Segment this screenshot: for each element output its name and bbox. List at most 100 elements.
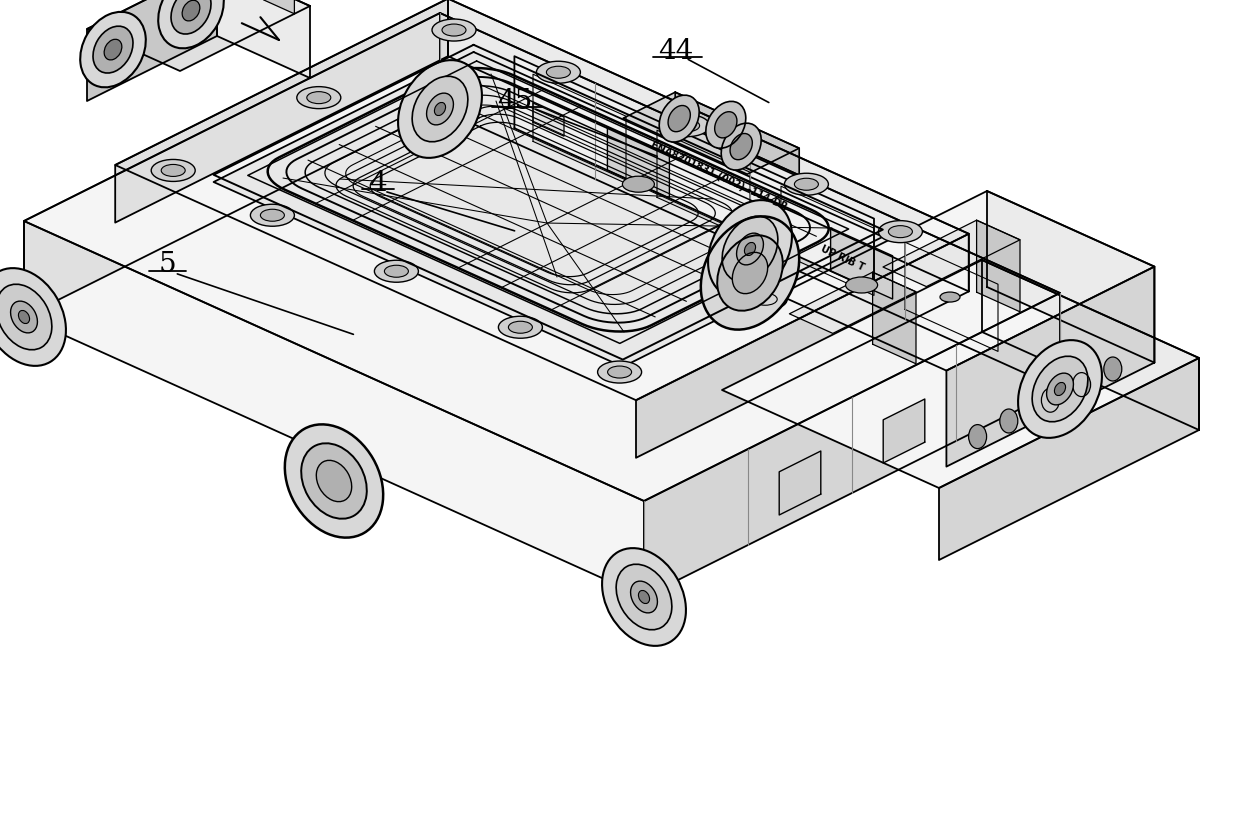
Ellipse shape [708,201,792,299]
Ellipse shape [737,234,764,265]
Polygon shape [24,14,1060,501]
Ellipse shape [940,293,960,303]
Ellipse shape [743,289,787,311]
Ellipse shape [722,217,777,283]
Ellipse shape [537,62,580,84]
Ellipse shape [498,317,542,339]
Ellipse shape [441,25,466,37]
Ellipse shape [151,160,195,182]
Ellipse shape [0,269,66,366]
Ellipse shape [412,77,467,142]
Ellipse shape [19,311,30,324]
Ellipse shape [1054,383,1065,396]
Ellipse shape [722,124,761,171]
Polygon shape [115,0,448,223]
Ellipse shape [999,409,1018,433]
Polygon shape [115,0,968,401]
Polygon shape [533,104,564,137]
Polygon shape [977,221,1021,313]
Ellipse shape [846,278,878,294]
Polygon shape [217,0,310,79]
Text: 5: 5 [159,251,176,278]
Ellipse shape [888,227,913,238]
Ellipse shape [161,165,185,177]
Ellipse shape [785,174,828,196]
Polygon shape [781,187,874,296]
Ellipse shape [1047,374,1074,405]
Ellipse shape [666,116,709,137]
Polygon shape [939,359,1199,561]
Polygon shape [831,228,893,299]
Ellipse shape [668,107,691,132]
Polygon shape [946,267,1154,467]
Ellipse shape [1032,356,1087,423]
Ellipse shape [744,243,755,256]
Ellipse shape [0,284,52,351]
Polygon shape [24,222,644,597]
Ellipse shape [631,581,657,613]
Ellipse shape [1018,341,1102,438]
Text: 44: 44 [658,38,693,65]
Ellipse shape [639,590,650,604]
Ellipse shape [676,121,699,132]
Polygon shape [213,53,883,367]
Ellipse shape [434,103,445,117]
Ellipse shape [159,0,223,50]
Ellipse shape [11,302,37,333]
Ellipse shape [316,461,352,502]
Ellipse shape [427,94,454,126]
Ellipse shape [547,67,570,79]
Polygon shape [515,57,874,291]
Ellipse shape [660,96,699,143]
Ellipse shape [260,210,284,222]
Polygon shape [636,235,968,458]
Ellipse shape [93,27,133,74]
Polygon shape [644,294,1060,597]
Ellipse shape [508,322,532,334]
Ellipse shape [384,266,408,278]
Polygon shape [987,192,1154,363]
Polygon shape [87,0,310,72]
Polygon shape [905,243,998,352]
Ellipse shape [171,0,211,35]
Text: UP RIB T: UP RIB T [820,244,867,273]
Ellipse shape [104,41,122,61]
Ellipse shape [306,93,331,104]
Polygon shape [779,192,1154,371]
Ellipse shape [878,222,923,243]
Polygon shape [883,399,925,463]
Ellipse shape [182,2,200,22]
Ellipse shape [753,294,777,306]
Ellipse shape [701,218,800,330]
Ellipse shape [706,103,745,149]
Ellipse shape [432,20,476,42]
Ellipse shape [598,361,641,384]
Polygon shape [608,128,670,199]
Polygon shape [624,93,800,175]
Polygon shape [873,273,916,365]
Ellipse shape [714,112,737,139]
Ellipse shape [603,548,686,646]
Text: FNA8201831 (002) -114-DR: FNA8201831 (002) -114-DR [650,140,789,212]
Polygon shape [533,75,626,184]
Ellipse shape [795,179,818,191]
Ellipse shape [1104,357,1122,381]
Polygon shape [448,0,968,292]
Polygon shape [982,261,1199,431]
Ellipse shape [733,253,768,294]
Polygon shape [440,14,1060,390]
Polygon shape [87,0,217,102]
Ellipse shape [296,88,341,109]
Polygon shape [722,261,1199,489]
Ellipse shape [717,236,782,312]
Polygon shape [657,131,750,240]
Text: 4: 4 [370,170,387,197]
Polygon shape [883,221,1021,287]
Ellipse shape [1073,373,1091,397]
Ellipse shape [398,61,482,159]
Polygon shape [676,93,800,178]
Ellipse shape [608,366,631,379]
Polygon shape [24,14,440,318]
Polygon shape [779,452,821,515]
Ellipse shape [374,261,418,283]
